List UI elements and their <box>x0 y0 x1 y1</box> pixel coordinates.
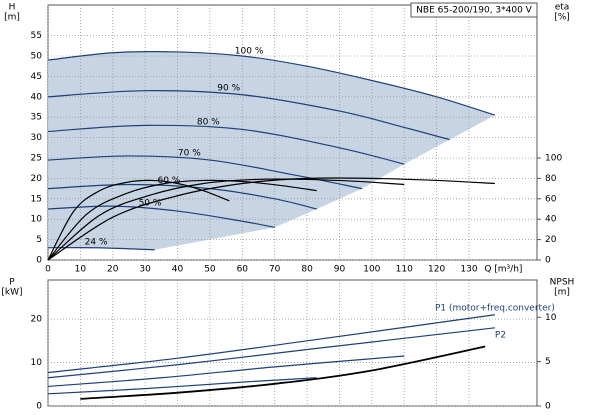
curve-label: 80 % <box>197 118 220 128</box>
y-tick-label: 50 <box>31 52 43 62</box>
y2-tick-label: 40 <box>545 215 557 225</box>
curve-label: 90 % <box>217 84 240 94</box>
curve <box>47 355 405 388</box>
y-tick-label: 20 <box>31 315 43 325</box>
y2-axis-label: [%] <box>554 13 570 23</box>
y2-axis-label: eta <box>555 3 570 13</box>
x-tick-label: 40 <box>172 265 184 275</box>
y2-tick-label: 20 <box>545 235 557 245</box>
title-box <box>410 2 538 18</box>
curve-label: 100 % <box>235 47 264 57</box>
curve <box>47 183 317 210</box>
x-tick-label: 120 <box>428 265 445 275</box>
y2-axis-label: [m] <box>554 288 570 298</box>
secondary-curve <box>80 345 486 400</box>
y-axis-label: [kW] <box>1 288 22 298</box>
y2-tick-label: 5 <box>545 357 551 367</box>
x-tick-label: 110 <box>396 265 413 275</box>
x-tick-label: 100 <box>363 265 380 275</box>
y-tick-label: 55 <box>31 31 42 41</box>
y-axis-label: [m] <box>4 13 20 23</box>
x-tick-label: 70 <box>269 265 281 275</box>
curve-label: P2 <box>495 330 506 340</box>
curve-label: P1 (motor+freq.converter) <box>435 303 555 313</box>
x-tick-label: 60 <box>237 265 249 275</box>
curve-label: 70 % <box>178 149 201 159</box>
x-tick-label: 20 <box>107 265 119 275</box>
secondary-curve <box>47 177 495 261</box>
y2-tick-label: 60 <box>545 194 557 204</box>
y-tick-label: 20 <box>31 174 43 184</box>
y-tick-label: 10 <box>31 215 43 225</box>
curve <box>47 327 495 379</box>
y2-tick-label: 0 <box>545 256 551 266</box>
x-tick-label: 30 <box>139 265 151 275</box>
y2-tick-label: 100 <box>545 154 562 164</box>
x-tick-label: 130 <box>460 265 477 275</box>
y-tick-label: 0 <box>36 256 42 266</box>
chart-title: NBE 65-200/190, 3*400 V <box>416 6 533 16</box>
x-tick-label: 50 <box>204 265 216 275</box>
x-axis-label: Q [m³/h] <box>484 265 522 275</box>
x-tick-label: 80 <box>301 265 313 275</box>
curve <box>47 205 275 228</box>
x-tick-label: 0 <box>45 265 51 275</box>
y-axis-label: H <box>9 3 16 13</box>
curve <box>47 90 450 141</box>
curve <box>47 314 495 374</box>
y-axis-label: P <box>9 278 15 288</box>
y2-tick-label: 10 <box>545 313 557 323</box>
curve <box>47 377 317 395</box>
secondary-curve <box>47 179 317 261</box>
y-tick-label: 5 <box>36 235 42 245</box>
y-tick-label: 45 <box>31 72 42 82</box>
curve <box>47 124 405 165</box>
y-tick-label: 35 <box>31 113 42 123</box>
curve <box>47 50 496 116</box>
curve-label: 24 % <box>85 237 108 247</box>
x-tick-label: 90 <box>334 265 346 275</box>
y-tick-label: 10 <box>31 358 43 368</box>
y2-axis-label: NPSH <box>550 278 575 288</box>
curve-label: 60 % <box>158 176 181 186</box>
operating-area <box>48 51 495 250</box>
y-tick-label: 15 <box>31 194 42 204</box>
y-tick-label: 40 <box>31 92 43 102</box>
y2-tick-label: 0 <box>545 402 551 412</box>
secondary-curve <box>47 179 230 261</box>
y-tick-label: 25 <box>31 154 42 164</box>
y-tick-label: 0 <box>36 402 42 412</box>
y2-tick-label: 80 <box>545 174 557 184</box>
y-tick-label: 30 <box>31 133 43 143</box>
x-tick-label: 10 <box>75 265 87 275</box>
